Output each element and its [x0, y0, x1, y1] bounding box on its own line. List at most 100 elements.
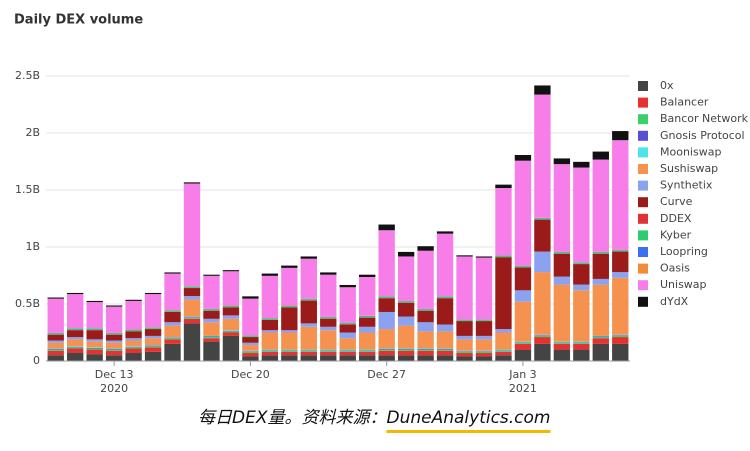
bar-segment [67, 346, 84, 347]
bar-segment [456, 353, 473, 357]
legend-swatch[interactable] [638, 147, 648, 158]
bar-segment [164, 337, 181, 338]
legend-swatch[interactable] [638, 280, 648, 291]
legend-label[interactable]: Bancor Network [660, 112, 749, 125]
bar-segment [47, 340, 64, 343]
bar-segment [320, 272, 337, 275]
bar-segment [67, 330, 84, 338]
bar-segment [164, 325, 181, 338]
legend-label[interactable]: dYdX [660, 295, 689, 308]
bar-segment [125, 300, 142, 330]
bar-segment [203, 341, 220, 361]
bar-segment [242, 337, 259, 343]
y-tick-label: 2.5B [15, 69, 40, 82]
bar-segment [242, 353, 259, 357]
legend-label[interactable]: DDEX [660, 212, 692, 225]
bar-segment [456, 321, 473, 336]
bar-segment [475, 353, 493, 357]
bar-segment [47, 349, 64, 351]
bar-segment [300, 323, 317, 327]
bar-segment [183, 316, 201, 318]
bar-segment [339, 284, 356, 288]
bar-segment [125, 329, 142, 332]
bar-segment [47, 333, 64, 335]
legend-label[interactable]: Uniswap [660, 278, 707, 291]
legend-label[interactable]: Loopring [660, 245, 708, 258]
bar-segment [359, 350, 376, 351]
bar-segment [378, 349, 395, 350]
legend-label[interactable]: Mooniswap [660, 145, 721, 158]
bar-segment [612, 272, 629, 278]
legend-swatch[interactable] [638, 197, 648, 208]
bar-segment [534, 335, 551, 338]
legend-swatch[interactable] [638, 296, 648, 307]
legend-label[interactable]: 0x [660, 79, 674, 92]
legend-label[interactable]: Sushiswap [660, 162, 718, 175]
bar-segment [339, 332, 356, 339]
bar-segment [86, 349, 103, 355]
bar-segment [164, 311, 181, 323]
bar-segment [105, 349, 123, 351]
legend-swatch[interactable] [638, 114, 648, 125]
bar-segment [320, 351, 337, 356]
bar-segment [242, 298, 259, 336]
bar-segment [514, 341, 532, 343]
bar-segment [242, 342, 259, 346]
bar-segment [514, 267, 532, 291]
bar-segment [475, 356, 493, 361]
legend-swatch[interactable] [638, 130, 648, 141]
bar-segment [417, 349, 434, 351]
legend-label[interactable]: Gnosis Protocol [660, 129, 745, 142]
bar-segment [359, 349, 376, 351]
bar-segment [436, 231, 454, 234]
bar-segment [105, 305, 123, 307]
legend-swatch[interactable] [638, 213, 648, 224]
bar-segment [203, 310, 220, 319]
bar-segment [320, 318, 337, 327]
legend-swatch[interactable] [638, 230, 648, 241]
legend-swatch[interactable] [638, 263, 648, 274]
bar-segment [86, 347, 103, 349]
legend-swatch[interactable] [638, 247, 648, 257]
bar-segment [553, 253, 571, 277]
bar-segment [339, 350, 356, 352]
bar-segment [573, 342, 590, 344]
bar-segment [164, 343, 181, 361]
bar-segment [183, 182, 201, 184]
bar-segment [436, 331, 454, 349]
bar-segment [573, 161, 590, 168]
bar-segment [105, 348, 123, 350]
bar-segment [242, 350, 259, 352]
bar-segment [125, 348, 142, 354]
bar-segment [47, 342, 64, 349]
bar-segment [495, 255, 512, 258]
bar-segment [417, 348, 434, 350]
legend-label[interactable]: Kyber [660, 228, 692, 241]
bar-segment [281, 267, 298, 306]
bar-segment [378, 311, 395, 330]
legend-swatch[interactable] [638, 97, 648, 108]
legend-swatch[interactable] [638, 164, 648, 174]
legend-label[interactable]: Curve [660, 195, 693, 208]
bar-segment [320, 349, 337, 351]
bar-segment [359, 317, 376, 327]
bar-segment [320, 330, 337, 350]
legend-label[interactable]: Synthetix [660, 179, 713, 192]
legend-label[interactable]: Oasis [660, 262, 690, 275]
bar-segment [612, 343, 629, 361]
bar-segment [105, 355, 123, 361]
bar-segment [417, 331, 434, 349]
legend-swatch[interactable] [638, 180, 648, 191]
bar-segment [242, 335, 259, 337]
bar-segment [359, 350, 376, 352]
bar-segment [378, 298, 395, 312]
bar-segment [436, 298, 454, 325]
legend-label[interactable]: Balancer [660, 96, 709, 109]
bar-segment [125, 353, 142, 361]
bar-segment [456, 335, 473, 340]
bar-segment [514, 342, 532, 344]
bar-segment [203, 336, 220, 338]
legend-swatch[interactable] [638, 81, 648, 91]
bar-segment [573, 167, 590, 263]
bar-segment [339, 338, 356, 350]
